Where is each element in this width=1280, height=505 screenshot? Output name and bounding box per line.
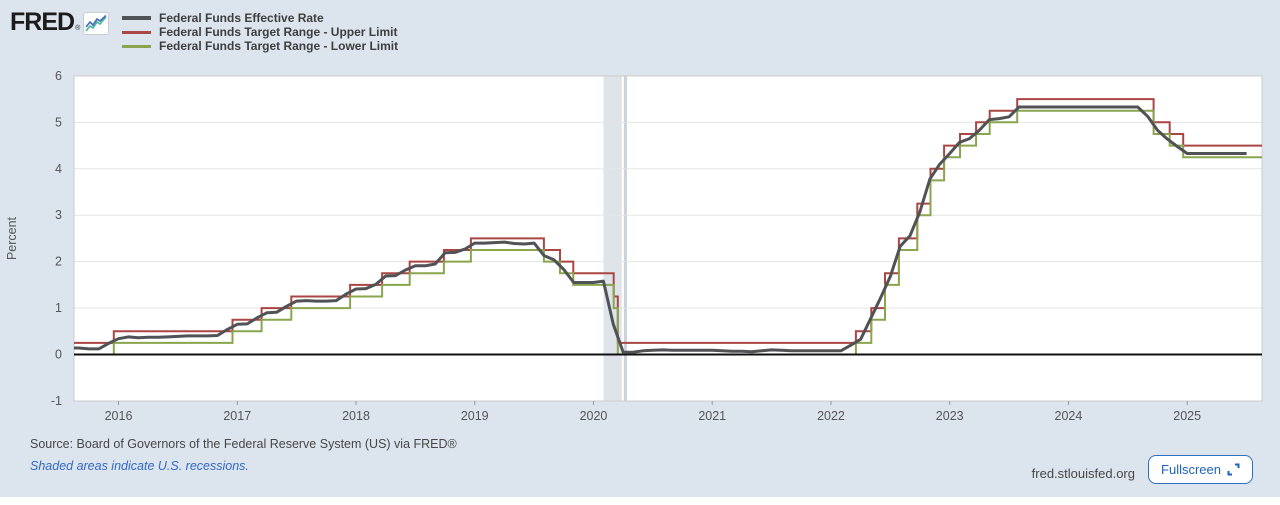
svg-text:1: 1: [55, 301, 62, 315]
registered-mark: ®: [75, 25, 81, 32]
legend-line-swatch: [122, 44, 151, 48]
fred-logo[interactable]: FRED ®: [10, 8, 110, 40]
svg-text:3: 3: [55, 208, 62, 222]
recession-note-link[interactable]: Shaded areas indicate U.S. recessions.: [30, 459, 249, 473]
svg-text:2: 2: [55, 255, 62, 269]
fullscreen-button-label: Fullscreen: [1161, 462, 1221, 477]
svg-text:2016: 2016: [105, 409, 133, 423]
svg-text:0: 0: [55, 348, 62, 362]
chart-legend: Federal Funds Effective Rate Federal Fun…: [122, 11, 398, 53]
svg-text:Percent: Percent: [5, 216, 19, 260]
svg-text:2018: 2018: [342, 409, 370, 423]
svg-text:6: 6: [55, 69, 62, 83]
svg-text:2020: 2020: [580, 409, 608, 423]
legend-line-swatch: [122, 16, 151, 20]
site-url: fred.stlouisfed.org: [1031, 466, 1135, 481]
svg-text:2025: 2025: [1173, 409, 1201, 423]
fred-sparkline-icon: [83, 12, 110, 40]
rate-chart[interactable]: -1 0 1 2 3 4 5 6 Percent 2016 2017 2018 2019 2020 2021…: [0, 0, 1280, 432]
svg-text:2023: 2023: [936, 409, 964, 423]
source-text: Source: Board of Governors of the Federa…: [30, 437, 457, 451]
svg-text:2022: 2022: [817, 409, 845, 423]
legend-label: Federal Funds Target Range - Lower Limit: [159, 39, 399, 53]
fullscreen-expand-icon: [1227, 463, 1240, 476]
legend-label: Federal Funds Effective Rate: [159, 11, 324, 25]
svg-text:2024: 2024: [1055, 409, 1083, 423]
fullscreen-button[interactable]: Fullscreen: [1148, 455, 1253, 484]
legend-label: Federal Funds Target Range - Upper Limit: [159, 25, 398, 39]
svg-text:5: 5: [55, 115, 62, 129]
legend-item-effective-rate[interactable]: Federal Funds Effective Rate: [122, 11, 398, 25]
svg-text:-1: -1: [51, 394, 62, 408]
svg-text:4: 4: [55, 162, 62, 176]
legend-item-upper-limit[interactable]: Federal Funds Target Range - Upper Limit: [122, 25, 398, 39]
svg-text:2021: 2021: [698, 409, 726, 423]
page-background-strip: [0, 497, 1280, 505]
svg-text:2019: 2019: [461, 409, 489, 423]
legend-item-lower-limit[interactable]: Federal Funds Target Range - Lower Limit: [122, 39, 398, 53]
svg-text:2017: 2017: [223, 409, 251, 423]
fred-logo-text: FRED: [10, 8, 75, 36]
legend-line-swatch: [122, 30, 151, 34]
